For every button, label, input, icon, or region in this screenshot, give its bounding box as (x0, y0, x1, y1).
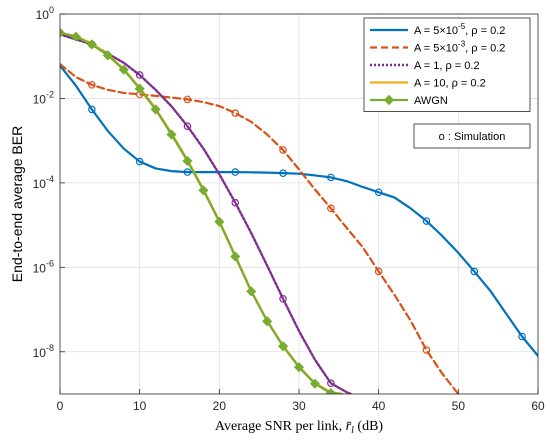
awgn-marker (118, 64, 129, 75)
legend-label-3: A = 1, ρ = 0.2 (414, 60, 480, 72)
awgn-marker (246, 286, 257, 297)
simulation-point (327, 204, 335, 213)
legend-label-5: AWGN (414, 95, 448, 107)
awgn-marker (278, 341, 289, 352)
x-tick-label: 40 (372, 399, 386, 413)
simulation-point (88, 81, 96, 89)
x-tick-label: 60 (531, 399, 545, 413)
x-tick-label: 10 (133, 399, 147, 413)
axis-ticks: 0 10 20 30 40 50 60 100 10-2 10-4 10-6 10-8 (33, 5, 545, 413)
awgn-marker (182, 155, 193, 167)
simulation-point (327, 173, 335, 182)
simulation-point (183, 122, 192, 131)
simulation-note-text: o : Simulation (439, 131, 506, 143)
simulation-point (135, 71, 144, 79)
awgn-marker (102, 50, 113, 61)
simulation-point (279, 294, 287, 303)
y-tick-label: 10-2 (33, 89, 54, 106)
simulation-note-box (413, 123, 531, 149)
awgn-marker (86, 39, 97, 50)
awgn-marker (60, 27, 66, 38)
awgn-marker (309, 378, 320, 389)
y-axis-title: End-to-end average BER (9, 126, 25, 282)
legend-label-1: A = 5×10-5, ρ = 0.2 (414, 22, 505, 37)
awgn-marker (230, 251, 241, 262)
simulation-point (88, 105, 96, 114)
x-tick-label: 30 (292, 399, 306, 413)
simulation-point (183, 95, 192, 104)
simulation-point (327, 379, 335, 388)
series-line-1 (60, 64, 538, 357)
simulation-point (422, 346, 431, 354)
simulation-note: o : Simulation (413, 123, 531, 149)
awgn-marker (214, 216, 225, 227)
legend-marker (383, 94, 395, 106)
simulation-point (135, 157, 144, 166)
simulation-point (279, 146, 287, 154)
awgn-marker (325, 388, 336, 394)
awgn-marker (293, 362, 305, 373)
awgn-marker (134, 83, 145, 94)
awgn-marker (150, 104, 161, 115)
series-line-2 (60, 63, 460, 394)
simulation-point (422, 217, 431, 225)
simulation-point (279, 169, 287, 177)
y-tick-label: 10-4 (33, 174, 54, 191)
series-layer (60, 27, 538, 394)
series-clip-group (60, 27, 538, 394)
y-tick-label: 10-8 (33, 343, 54, 360)
simulation-point (470, 267, 479, 276)
x-tick-label: 20 (213, 399, 227, 413)
x-tick-label: 0 (57, 399, 64, 413)
simulation-point (374, 188, 383, 197)
simulation-point (374, 267, 383, 276)
x-axis-title: Average SNR per link, r̄l (dB) (215, 419, 384, 436)
y-tick-label: 10-6 (33, 258, 54, 275)
simulation-point (183, 168, 192, 176)
y-tick-label: 100 (36, 5, 54, 22)
awgn-marker (70, 31, 81, 42)
legend-label-2: A = 5×10-3, ρ = 0.2 (414, 40, 505, 55)
awgn-marker (198, 185, 209, 196)
simulation-point (518, 332, 526, 341)
legend-label-4: A = 10, ρ = 0.2 (414, 78, 486, 90)
legend: A = 5×10-5, ρ = 0.2 A = 5×10-3, ρ = 0.2 A … (363, 17, 531, 112)
simulation-point (231, 168, 240, 176)
awgn-marker (166, 129, 177, 140)
simulation-point (231, 109, 240, 117)
awgn-marker (262, 316, 273, 327)
x-tick-label: 50 (452, 399, 466, 413)
simulation-point (231, 198, 240, 207)
